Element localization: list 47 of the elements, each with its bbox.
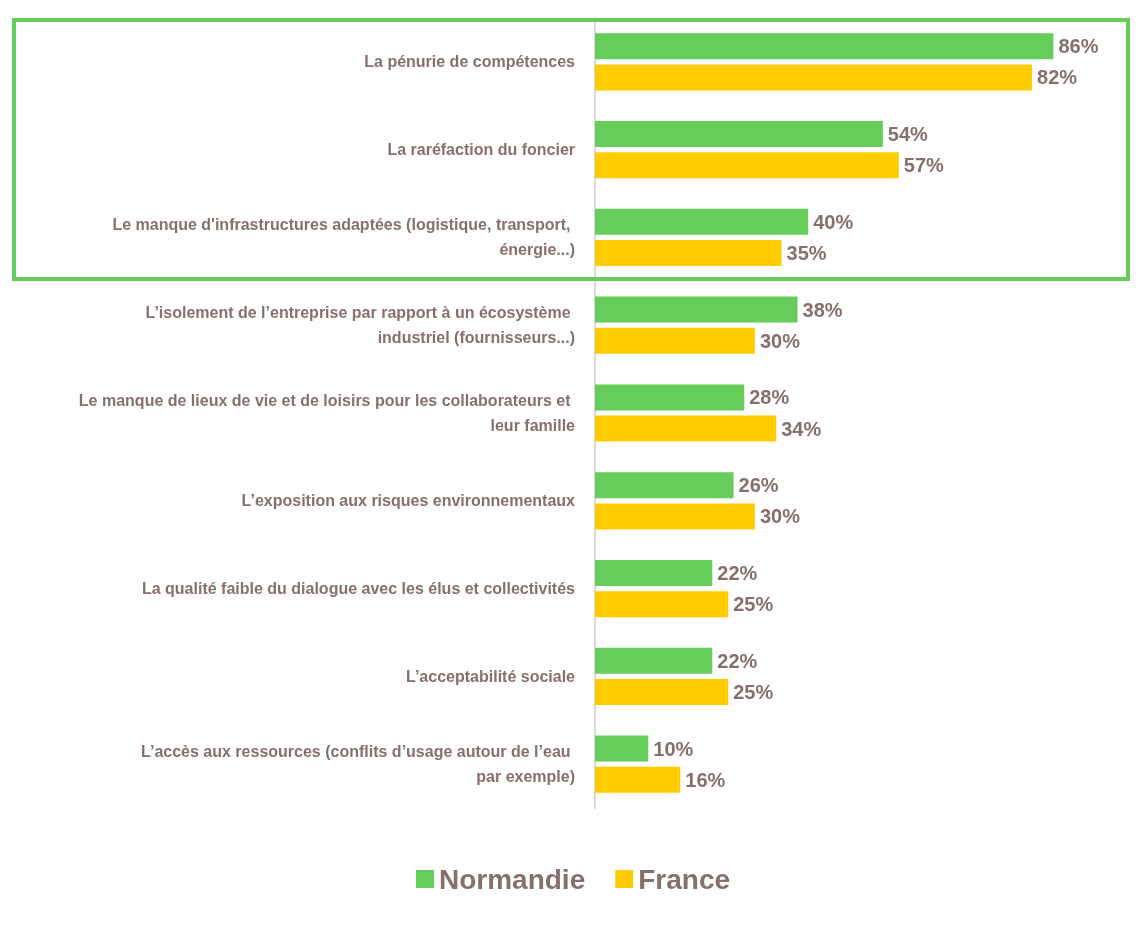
data-label: 25% <box>733 593 774 616</box>
data-label: 40% <box>813 210 854 233</box>
y-tick-label: La qualité faible du dialogue avec les élus et collectivités <box>141 580 576 598</box>
y-tick-label: La raréfaction du foncier <box>387 141 575 159</box>
bar <box>595 384 745 411</box>
bar <box>595 240 782 267</box>
data-label: 22% <box>717 561 758 584</box>
bar <box>595 64 1033 91</box>
data-label: 38% <box>802 298 843 321</box>
data-label: 54% <box>887 123 929 146</box>
legend-label: Normandie <box>438 863 586 895</box>
data-label: 86% <box>1058 35 1099 58</box>
data-label: 22% <box>717 649 758 672</box>
y-tick-label: Le manque de lieux de vie et de loisirs pour les collaborateurs et leur famille <box>78 392 576 434</box>
bar <box>595 33 1054 60</box>
data-label: 82% <box>1037 66 1078 89</box>
legend-label: France <box>638 863 731 895</box>
bar <box>595 472 734 499</box>
data-label: 30% <box>759 505 801 528</box>
bar <box>595 678 729 705</box>
data-label: 35% <box>786 242 827 265</box>
bar <box>595 559 713 586</box>
y-tick-label: L’isolement de l’entreprise par rapport à un écosystème industriel (fournisseurs...) <box>145 304 575 347</box>
data-label: 57% <box>903 154 945 177</box>
data-label: 34% <box>781 417 822 440</box>
bar <box>595 766 681 793</box>
bar <box>595 121 883 148</box>
y-tick-label: La pénurie de compétences <box>364 53 576 71</box>
bar <box>595 327 755 354</box>
y-tick-label: L’acceptabilité sociale <box>406 667 576 685</box>
bar <box>595 647 713 674</box>
bar <box>595 296 798 323</box>
bar <box>595 415 777 442</box>
data-label: 26% <box>738 474 779 497</box>
y-tick-label: L’exposition aux risques environnementaux <box>241 492 576 510</box>
data-label: 28% <box>749 386 790 409</box>
data-label: 16% <box>685 768 726 791</box>
bar <box>595 152 899 179</box>
y-tick-label: L’accès aux ressources (conflits d’usage autour de l’eau par exemple) <box>141 743 575 786</box>
bar <box>595 503 755 530</box>
data-label: 30% <box>759 329 801 352</box>
data-label: 10% <box>653 737 694 760</box>
y-tick-label: Le manque d'infrastructures adaptées (logistique, transport, énergie...) <box>112 216 575 259</box>
data-label: 25% <box>733 680 774 703</box>
bar <box>595 735 649 762</box>
bar <box>595 591 729 618</box>
bar <box>595 208 809 235</box>
